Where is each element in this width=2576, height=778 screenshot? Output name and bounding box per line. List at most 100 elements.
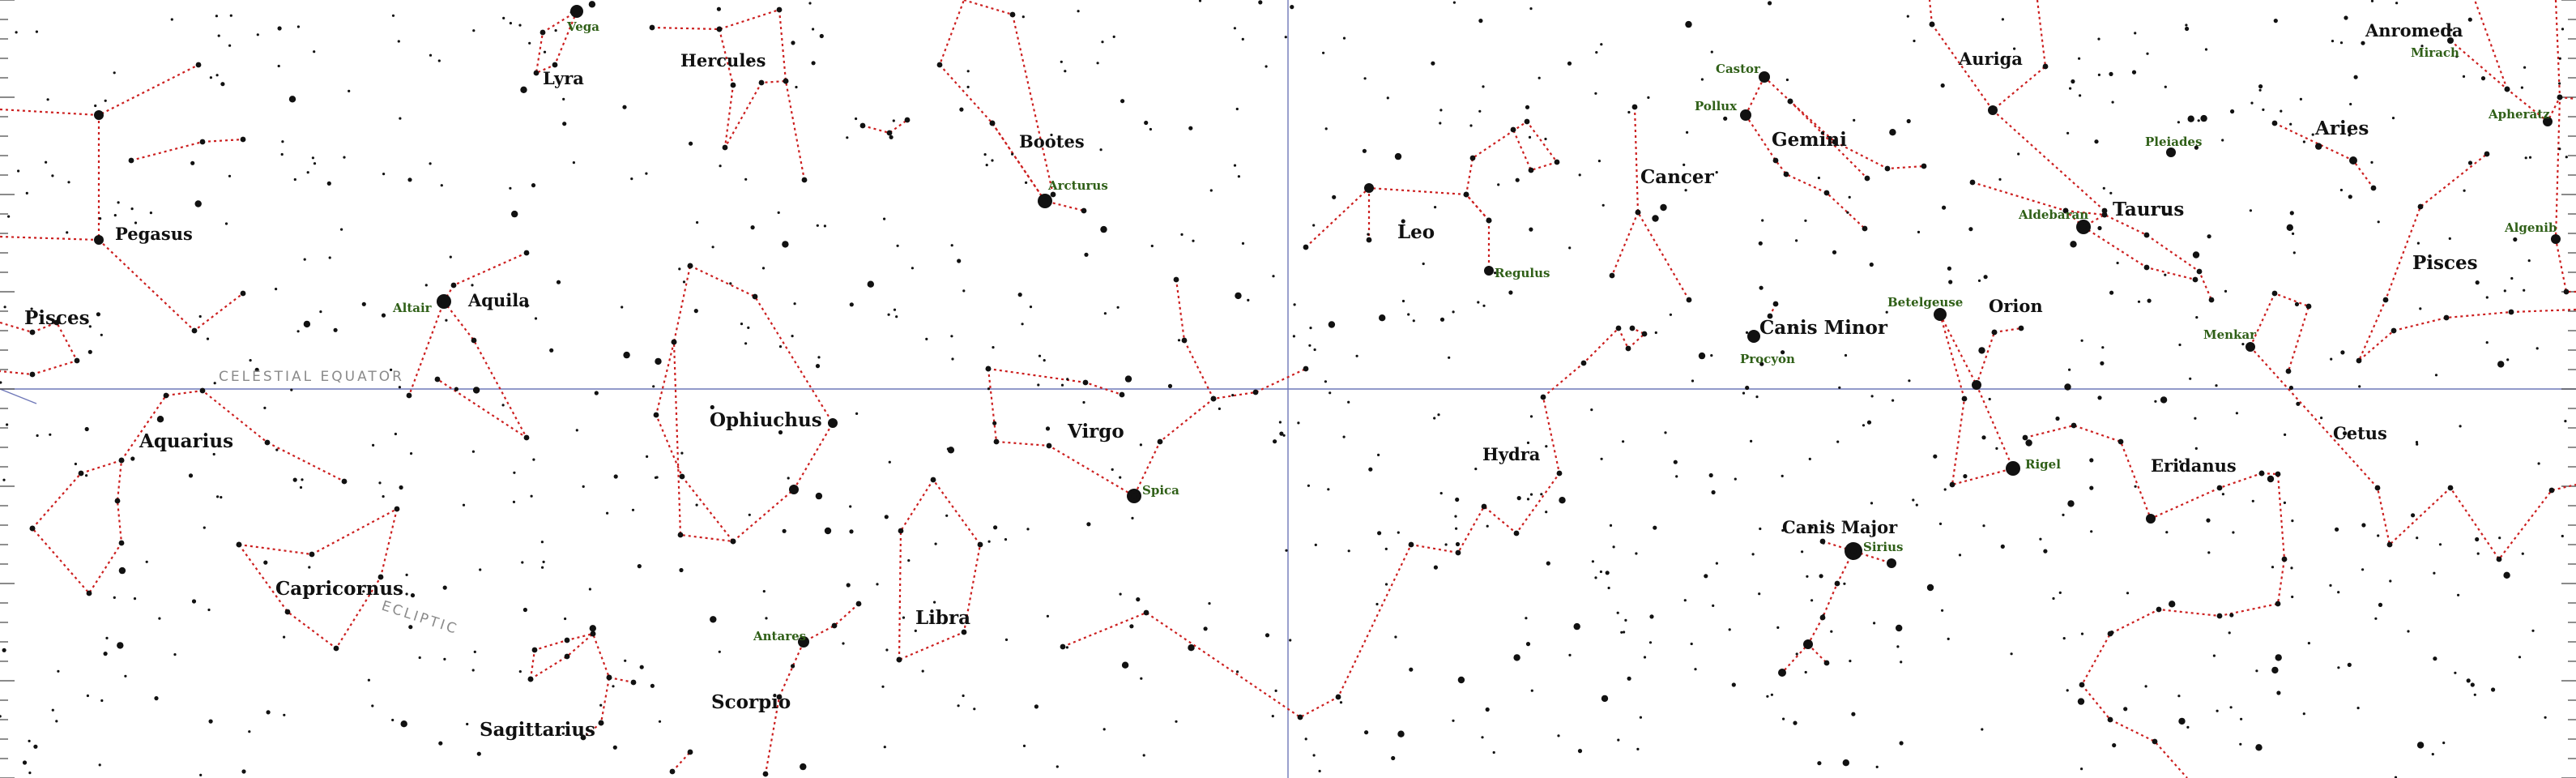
constellation-vertex-star	[377, 574, 384, 580]
star-dot	[283, 713, 286, 716]
star-dot	[1795, 652, 1798, 656]
constellation-vertex-star	[1823, 660, 1830, 666]
star-dot	[2102, 186, 2105, 190]
star-dot	[2535, 347, 2539, 350]
constellation-vertex-star	[1580, 360, 1587, 366]
star-dot	[1265, 633, 1270, 638]
constellation-vertex-star	[53, 319, 60, 326]
constellation-vertex-star	[1297, 714, 1303, 720]
star-dot	[1530, 689, 1533, 692]
star-dot	[2089, 458, 2094, 463]
star-dot	[35, 30, 39, 33]
star-dot	[2349, 102, 2352, 106]
cetus-label: Cetus	[2333, 423, 2387, 443]
constellation-vertex-star	[564, 653, 570, 660]
star-dot	[1231, 394, 1235, 397]
gemini-lines	[1764, 76, 1925, 170]
canis-minor-label: Canis Minor	[1759, 317, 1888, 339]
star-dot	[893, 308, 897, 311]
star-dot	[846, 136, 849, 139]
star-dot	[1149, 127, 1152, 131]
star-dot	[209, 76, 212, 79]
star-dot	[1851, 712, 1856, 716]
star-dot	[306, 171, 309, 174]
star-dot	[1192, 239, 1195, 242]
star-dot	[621, 306, 624, 309]
constellation-vertex-star	[1864, 175, 1870, 182]
star-dot	[678, 267, 681, 271]
star-dot	[957, 704, 960, 707]
star-dot	[0, 715, 2, 718]
star-dot	[562, 122, 567, 126]
star-dot	[2250, 101, 2254, 105]
star-dot	[1943, 488, 1947, 491]
star-dot	[1759, 285, 1764, 290]
star-dot	[15, 31, 18, 34]
constellation-vertex-star	[722, 144, 728, 151]
star-dot	[761, 267, 766, 270]
constellation-vertex-star	[284, 609, 291, 615]
star-dot	[2347, 662, 2352, 668]
star-dot	[1853, 118, 1856, 122]
star-dot	[410, 452, 413, 455]
star-dot	[2144, 685, 2147, 688]
star-dot	[1391, 755, 1396, 761]
constellation-vertex-star	[1366, 185, 1372, 191]
star-dot	[87, 349, 92, 354]
gemini-lines	[1745, 114, 1866, 229]
star-dot	[46, 98, 49, 101]
constellation-vertex-star	[831, 622, 838, 629]
canis-major-label: Canis Major	[1782, 517, 1898, 537]
star-dot	[1401, 219, 1405, 224]
constellation-vertex-star	[1060, 643, 1066, 650]
aldebaran-label: Aldebaran	[2018, 207, 2088, 222]
constellation-vertex-star	[1082, 379, 1089, 386]
star-dot	[1529, 415, 1533, 418]
star-dot	[2497, 361, 2505, 368]
star-dot	[28, 772, 32, 775]
star-dot	[348, 89, 351, 92]
constellation-vertex-star	[580, 734, 586, 741]
star-dot	[541, 566, 544, 569]
constellation-vertex-star	[1787, 98, 1793, 105]
star-dot	[1180, 233, 1184, 236]
star-dot	[1846, 211, 1849, 214]
star-dot	[991, 159, 994, 162]
star-dot	[2415, 441, 2419, 444]
constellation-vertex-star	[2101, 207, 2108, 214]
star-dot	[554, 29, 557, 32]
star-dot	[1144, 120, 1149, 126]
star-dot	[2459, 425, 2462, 428]
star-dot	[2290, 566, 2293, 570]
star-dot	[1208, 602, 1211, 605]
star-dot	[1329, 391, 1332, 395]
star-dot	[1900, 660, 1903, 664]
star-dot	[326, 181, 331, 186]
star-dot	[96, 312, 100, 317]
star-dot	[263, 560, 268, 565]
constellation-vertex-star	[240, 290, 246, 297]
star-dot	[1622, 440, 1625, 443]
star-dot	[372, 443, 375, 447]
cancer-lines	[1633, 106, 1690, 301]
auriga-lines	[1928, 0, 1934, 25]
constellation-vertex-star	[450, 282, 457, 289]
cancer-label: Cancer	[1640, 166, 1715, 188]
star-dot	[1828, 522, 1831, 525]
star-dot	[319, 310, 322, 314]
constellation-vertex-star	[1366, 237, 1372, 243]
star-dot	[328, 256, 331, 259]
star-dot	[1142, 754, 1145, 757]
star-dot	[1066, 378, 1069, 381]
star-dot	[1686, 130, 1689, 134]
star-dot	[2475, 536, 2480, 542]
star-dot	[1065, 646, 1068, 649]
star-dot	[2348, 194, 2352, 199]
star-dot	[950, 244, 953, 247]
gemini-label: Gemini	[1772, 129, 1847, 151]
star-dot	[2068, 368, 2071, 371]
star-dot	[1664, 431, 1667, 434]
constellation-vertex-star	[1119, 391, 1125, 398]
star-dot	[1235, 292, 1242, 300]
star-dot	[2353, 75, 2358, 79]
